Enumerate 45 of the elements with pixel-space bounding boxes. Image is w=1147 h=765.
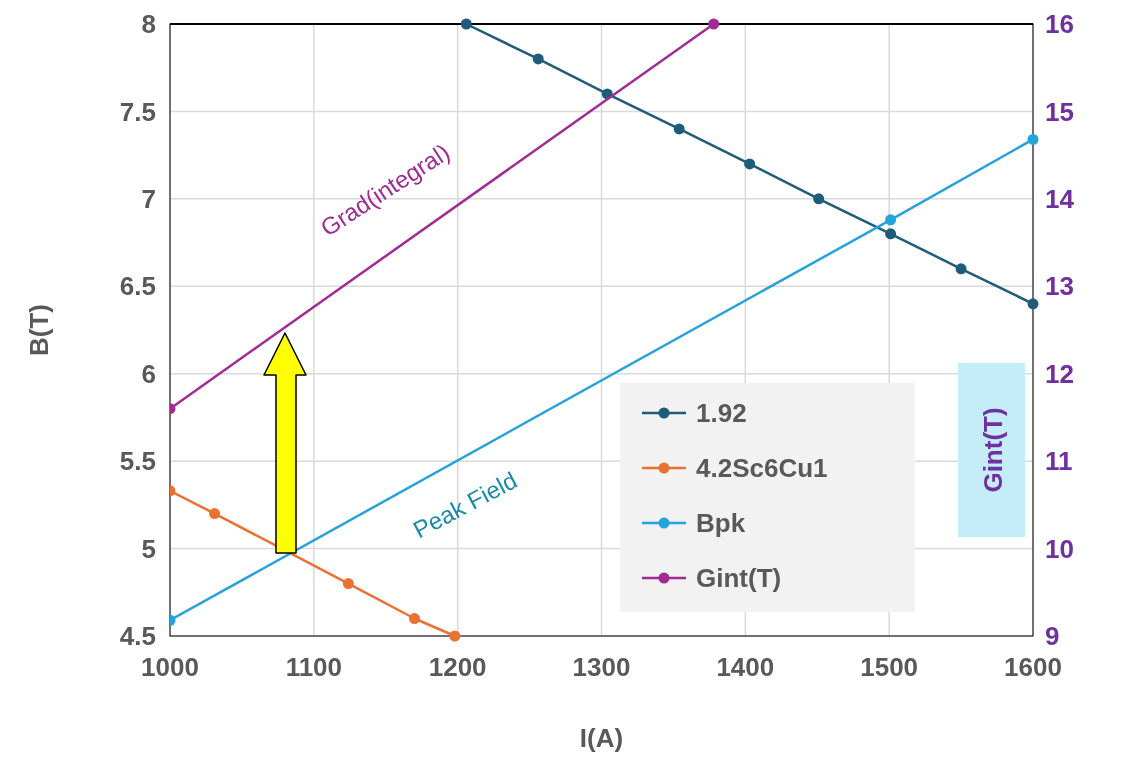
x-tick-label: 1600 <box>1004 652 1062 682</box>
legend-label: 1.92 <box>696 398 747 429</box>
point <box>1027 298 1039 310</box>
point <box>744 158 756 170</box>
y-axis-title: B(T) <box>24 304 54 356</box>
y2-tick-label: 12 <box>1045 358 1074 389</box>
y-tick-label: 7 <box>141 183 156 214</box>
y2-tick-label: 13 <box>1045 271 1074 302</box>
y2-tick-label: 16 <box>1045 9 1074 40</box>
point <box>885 214 897 226</box>
y-tick-label: 4.5 <box>119 621 156 652</box>
point <box>813 193 825 205</box>
x-axis-title: I(A) <box>579 723 624 753</box>
x-tick-label: 1500 <box>860 652 919 682</box>
point <box>460 18 472 30</box>
point <box>955 263 967 275</box>
point <box>449 630 461 642</box>
x-tick-label: 1100 <box>285 652 343 682</box>
x-tick-label: 1200 <box>428 652 487 682</box>
y-tick-label: 5.5 <box>119 446 156 477</box>
y-tick-label: 7.5 <box>119 96 156 127</box>
point <box>342 578 354 590</box>
y2-tick-label: 10 <box>1045 533 1074 564</box>
point <box>1027 133 1039 145</box>
legend-label: Gint(T) <box>696 563 782 594</box>
y-tick-label: 6 <box>141 358 156 389</box>
y2-axis-title: Gint(T) <box>978 407 1008 493</box>
point <box>209 508 221 520</box>
point <box>409 613 421 625</box>
y2-tick-label: 9 <box>1045 621 1060 652</box>
y2-tick-label: 15 <box>1045 96 1074 127</box>
point <box>532 53 544 65</box>
y2-tick-label: 14 <box>1045 183 1075 214</box>
y-tick-label: 6.5 <box>119 271 156 302</box>
x-tick-label: 1000 <box>141 652 199 682</box>
y2-tick-label: 11 <box>1045 446 1073 477</box>
y-tick-label: 5 <box>141 533 156 564</box>
y-tick-label: 8 <box>141 9 156 40</box>
x-tick-label: 1400 <box>716 652 775 682</box>
point <box>673 123 685 135</box>
legend-label: 4.2Sc6Cu1 <box>696 453 828 484</box>
x-tick-label: 1300 <box>572 652 631 682</box>
legend-label: Bpk <box>696 508 746 539</box>
annotation: Peak Field <box>408 466 522 544</box>
point <box>885 228 897 240</box>
